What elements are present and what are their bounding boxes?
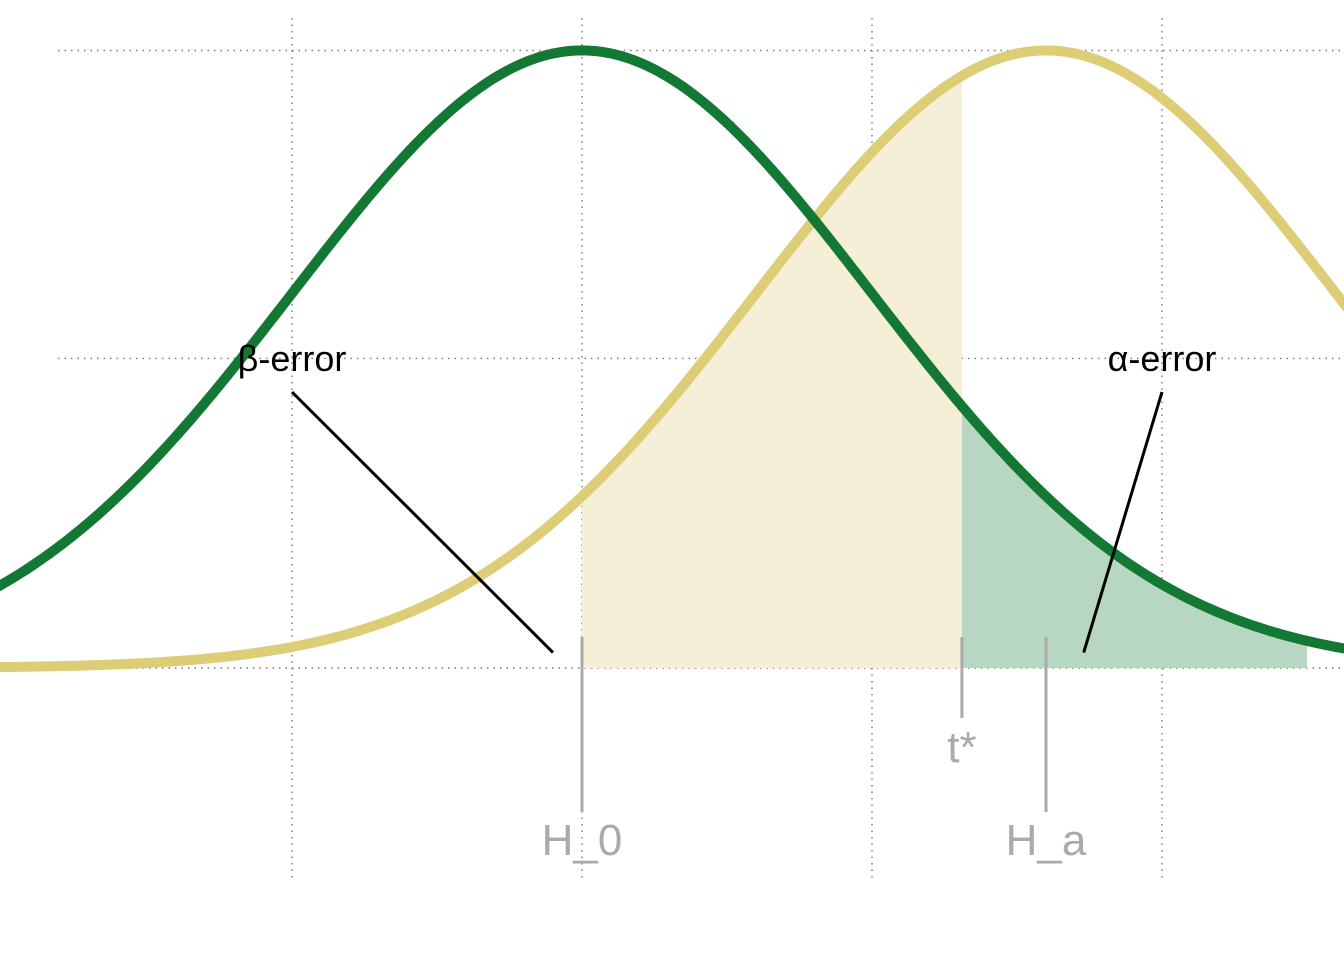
alpha-error-area — [961, 406, 1307, 668]
h0-density-curve — [0, 45, 1344, 654]
alpha-error-leader-line — [1082, 391, 1164, 653]
t-star-marker-label: t* — [947, 723, 976, 772]
alpha-error-label: α-error — [1108, 338, 1217, 379]
ha-density-curve — [0, 45, 1344, 673]
markers: H_0 t* H_a — [542, 637, 1087, 865]
beta-error-label: β-error — [238, 338, 347, 379]
h0-marker-label: H_0 — [542, 816, 623, 865]
shaded-areas — [582, 75, 1307, 669]
beta-error-leader-line — [290, 390, 555, 654]
density-curves — [0, 45, 1344, 673]
annotations: β-error α-error — [238, 338, 1217, 654]
beta-error-area — [582, 75, 962, 669]
ha-marker-label: H_a — [1006, 816, 1087, 865]
